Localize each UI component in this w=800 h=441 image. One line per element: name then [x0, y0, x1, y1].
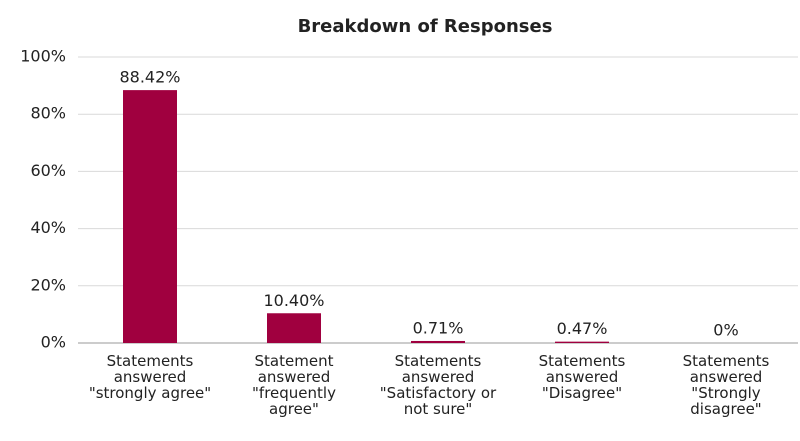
x-tick-label: Statements answered "strongly agree" — [88, 352, 212, 402]
y-tick-label: 40% — [30, 218, 66, 237]
y-tick-label: 100% — [20, 47, 66, 66]
x-tick-label: Statements answered "Disagree" — [538, 352, 626, 402]
y-tick-label: 0% — [41, 333, 66, 352]
bar — [555, 341, 609, 343]
value-label: 0% — [713, 321, 738, 340]
x-tick-label: Statements answered "Satisfactory or not… — [379, 352, 497, 418]
value-label: 0.71% — [413, 318, 464, 337]
x-tick-label: Statement answered "frequently agree" — [252, 352, 336, 418]
bar — [267, 313, 321, 343]
bar — [123, 90, 177, 343]
y-tick-label: 60% — [30, 161, 66, 180]
y-tick-label: 80% — [30, 104, 66, 123]
y-tick-label: 20% — [30, 275, 66, 294]
chart-title: Breakdown of Responses — [298, 16, 553, 37]
value-label: 88.42% — [119, 68, 180, 87]
value-label: 0.47% — [557, 319, 608, 338]
x-tick-label: Statements answered "Strongly disagree" — [682, 352, 770, 418]
bar — [411, 340, 465, 343]
value-label: 10.40% — [263, 291, 324, 310]
